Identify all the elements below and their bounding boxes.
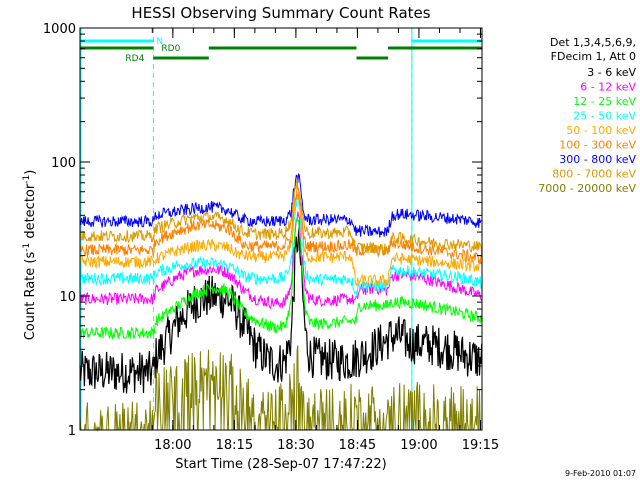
series-line-2 bbox=[79, 218, 483, 340]
x-tick-label-3: 18:45 bbox=[339, 438, 376, 453]
legend-entry-0: 3 - 6 keV bbox=[587, 66, 636, 79]
legend-entry-5: 100 - 300 keV bbox=[559, 139, 636, 152]
legend-entry-7: 800 - 7000 keV bbox=[552, 168, 636, 181]
x-tick-label-1: 18:15 bbox=[216, 438, 253, 453]
plot-frame bbox=[79, 27, 483, 431]
flag-label-rd4: RD4 bbox=[125, 54, 144, 64]
x-tick-label-2: 18:30 bbox=[277, 438, 314, 453]
x-tick-label-4: 19:00 bbox=[400, 438, 437, 453]
y-tick-label-1: 10 bbox=[59, 290, 76, 305]
legend-header-1: FDecim 1, Att 0 bbox=[551, 50, 636, 63]
legend-entry-1: 6 - 12 keV bbox=[580, 81, 636, 94]
legend-header-0: Det 1,3,4,5,6,9, bbox=[550, 36, 636, 49]
x-tick-label-0: 18:00 bbox=[154, 438, 191, 453]
x-axis-label: Start Time (28-Sep-07 17:47:22) bbox=[175, 457, 386, 472]
series-line-4 bbox=[79, 192, 483, 287]
y-tick-label-0: 1 bbox=[68, 424, 76, 439]
series-lines bbox=[79, 172, 483, 432]
legend-entry-8: 7000 - 20000 keV bbox=[538, 182, 636, 195]
y-axis-label: Count Rate (s-1 detector-1) bbox=[22, 170, 38, 341]
series-line-6 bbox=[79, 172, 482, 238]
y-tick-label-3: 1000 bbox=[43, 22, 76, 37]
series-line-0 bbox=[79, 223, 483, 394]
y-tick-label-2: 100 bbox=[51, 156, 76, 171]
chart-title: HESSI Observing Summary Count Rates bbox=[131, 4, 430, 22]
legend-entry-4: 50 - 100 keV bbox=[566, 124, 636, 137]
plot-axes: 1 10 100 1000 18:00 18:15 18:30 18:45 19:00 19:15 bbox=[43, 22, 499, 453]
footer-timestamp: 9-Feb-2010 01:07 bbox=[565, 469, 636, 478]
legend-entry-6: 300 - 800 keV bbox=[559, 153, 636, 166]
flag-label-rd0: RD0 bbox=[161, 44, 180, 54]
series-line-5 bbox=[79, 184, 483, 265]
series-line-8 bbox=[79, 345, 482, 432]
x-tick-label-5: 19:15 bbox=[462, 438, 499, 453]
legend-entry-2: 12 - 25 keV bbox=[573, 95, 636, 108]
series-line-1 bbox=[79, 211, 483, 310]
series-line-7 bbox=[79, 177, 483, 255]
series-line-3 bbox=[79, 194, 483, 297]
flag-label-n: N bbox=[156, 37, 163, 47]
legend: Det 1,3,4,5,6,9,FDecim 1, Att 0 3 - 6 keV… bbox=[538, 36, 636, 195]
legend-entry-3: 25 - 50 keV bbox=[573, 110, 636, 123]
